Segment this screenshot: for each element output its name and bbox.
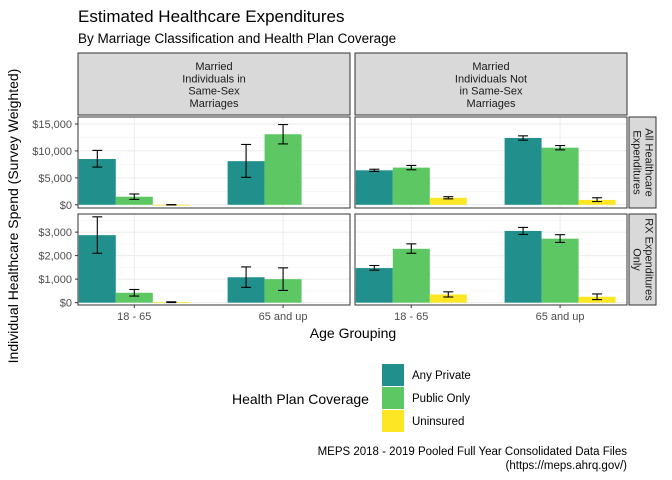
panel-background [78, 117, 350, 208]
legend-label: Public Only [412, 393, 470, 405]
bar [115, 196, 153, 205]
bar [264, 134, 302, 205]
y-tick-label: $1,000 [38, 274, 72, 286]
column-strip-label: Married [195, 61, 232, 73]
column-strip-label: in Same-Sex [460, 86, 523, 98]
column-strip-label: Married [472, 61, 509, 73]
y-tick-label: $5,000 [38, 173, 72, 185]
legend-title: Health Plan Coverage [232, 391, 369, 407]
y-tick-label: $15,000 [32, 119, 72, 131]
bar [115, 292, 153, 303]
legend: Health Plan Coverage Any Private Public On… [232, 364, 471, 432]
row-strip-label: All Healthcare [643, 128, 655, 196]
bar [578, 199, 616, 205]
facet-panel [77, 116, 351, 209]
row-strip-label: Only [631, 248, 643, 271]
legend-label: Any Private [412, 370, 471, 382]
row-strip-label: Expenditures [631, 130, 643, 195]
y-tick-label: $2,000 [38, 251, 72, 263]
panel-border [354, 116, 628, 209]
caption-line: MEPS 2018 - 2019 Pooled Full Year Consol… [318, 446, 628, 458]
x-tick-label: 65 and up [536, 311, 585, 323]
y-tick-label: $10,000 [32, 146, 72, 158]
bar [392, 248, 430, 303]
panel-border [77, 213, 351, 306]
bar [504, 138, 542, 205]
bar [541, 238, 579, 303]
column-strip-label: Individuals in [182, 73, 246, 85]
panel-background [78, 214, 350, 305]
column-strip-label: Individuals Not [455, 73, 527, 85]
y-tick-label: $3,000 [38, 227, 72, 239]
panel-border [77, 116, 351, 209]
bar [355, 170, 393, 205]
column-strip-label: Marriages [190, 98, 239, 110]
bar [541, 147, 579, 205]
bar [504, 230, 542, 303]
x-tick-label: 18 - 65 [394, 311, 428, 323]
row-strip-label: RX Expenditures [643, 218, 655, 301]
row-strip [628, 213, 657, 306]
panel-border [354, 213, 628, 306]
x-tick-label: 65 and up [259, 311, 308, 323]
column-strip-label: Same-Sex [188, 86, 240, 98]
facet-panel [354, 213, 628, 306]
bar [429, 294, 467, 303]
caption-line: (https://meps.ahrq.gov/) [506, 460, 628, 472]
bar [392, 167, 430, 205]
caption: MEPS 2018 - 2019 Pooled Full Year Consol… [318, 446, 628, 472]
chart-subtitle: By Marriage Classification and Health Pl… [78, 31, 396, 46]
x-tick-label: 18 - 65 [117, 311, 151, 323]
row-strip [628, 116, 657, 209]
column-strip-label: Marriages [467, 98, 516, 110]
facet-panel [354, 116, 628, 209]
bar [355, 268, 393, 303]
facet-panel [77, 213, 351, 306]
y-tick-label: $0 [60, 200, 72, 212]
y-axis-title: Individual Healthcare Spend (Survey Weig… [5, 69, 21, 364]
legend-label: Uninsured [412, 416, 464, 428]
y-tick-label: $0 [60, 298, 72, 310]
legend-key [382, 364, 404, 386]
column-strip [354, 52, 628, 116]
chart-title: Estimated Healthcare Expenditures [78, 7, 344, 26]
column-strip [77, 52, 351, 116]
x-axis-title: Age Grouping [310, 325, 396, 341]
legend-key [382, 410, 404, 432]
bar [429, 197, 467, 205]
legend-key [382, 387, 404, 409]
